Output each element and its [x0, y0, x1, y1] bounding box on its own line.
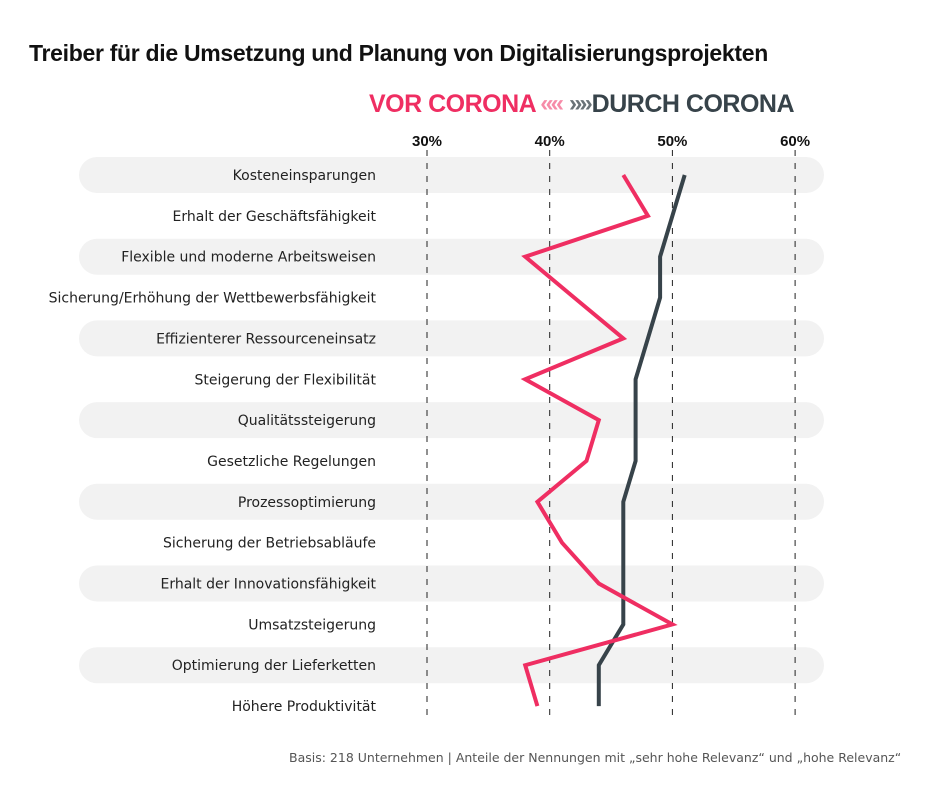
- category-label: Qualitätssteigerung: [238, 413, 376, 429]
- x-tick-label: 40%: [535, 133, 565, 150]
- series-lines: [520, 173, 687, 707]
- row-bands: [79, 157, 824, 684]
- legend: VOR CORONA «« »» DURCH CORONA: [369, 88, 795, 120]
- category-label: Erhalt der Innovationsfähigkeit: [160, 577, 376, 593]
- series-line-vor-corona: [520, 173, 678, 707]
- row-band: [79, 238, 824, 275]
- x-axis-ticks: 30% 40% 50% 60%: [412, 133, 810, 150]
- x-tick-label: 30%: [412, 133, 442, 150]
- category-label: Flexible und moderne Arbeitsweisen: [121, 250, 376, 266]
- row-band: [79, 157, 824, 193]
- category-label: Sicherung/Erhöhung der Wettbewerbsfähigk…: [49, 291, 377, 307]
- row-band: [79, 565, 824, 602]
- series-line-durch-corona: [596, 174, 687, 707]
- chart-title: Treiber für die Umsetzung und Planung vo…: [29, 40, 768, 66]
- footnote: Basis: 218 Unternehmen | Anteile der Nen…: [289, 750, 902, 765]
- category-label: Steigerung der Flexibilität: [194, 372, 376, 388]
- category-label: Höhere Produktivität: [232, 699, 377, 715]
- chevron-left-icon: ««: [540, 90, 564, 117]
- category-label: Kosteneinsparungen: [233, 168, 376, 184]
- category-label: Umsatzsteigerung: [248, 617, 376, 633]
- row-band: [79, 402, 824, 439]
- x-tick-label: 60%: [780, 133, 810, 150]
- category-label: Optimierung der Lieferketten: [172, 658, 376, 674]
- legend-vor-corona: VOR CORONA: [369, 89, 537, 118]
- category-label: Erhalt der Geschäftsfähigkeit: [173, 209, 377, 225]
- row-band: [79, 647, 824, 684]
- x-tick-label: 50%: [657, 133, 687, 150]
- legend-durch-corona: DURCH CORONA: [591, 89, 795, 118]
- category-label: Gesetzliche Regelungen: [207, 454, 376, 470]
- category-label: Sicherung der Betriebsabläufe: [163, 536, 376, 552]
- category-label: Prozessoptimierung: [238, 495, 376, 511]
- row-band: [79, 320, 824, 357]
- gridlines: [426, 150, 796, 722]
- row-band: [79, 483, 824, 520]
- chevron-right-icon: »»: [568, 90, 593, 117]
- category-label: Effizienterer Ressourceneinsatz: [156, 331, 376, 347]
- row-labels: Kosteneinsparungen Erhalt der Geschäftsfä…: [49, 168, 377, 715]
